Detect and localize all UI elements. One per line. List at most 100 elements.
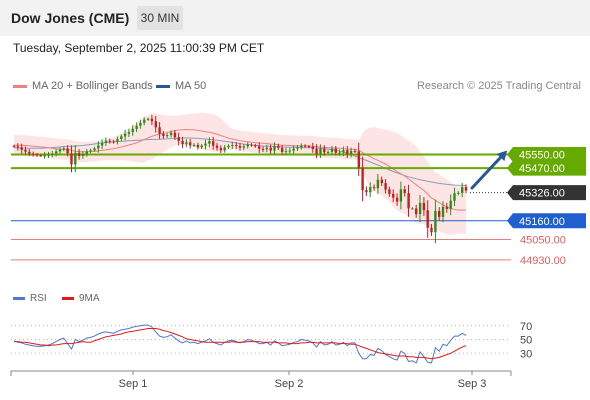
- candle-body: [223, 147, 226, 151]
- instrument-title: Dow Jones (CME): [11, 10, 130, 26]
- candle-body: [74, 152, 77, 165]
- candle-body: [281, 147, 284, 152]
- candle-body: [319, 148, 322, 154]
- candle-body: [403, 189, 406, 193]
- candle-body: [89, 150, 92, 152]
- candle-body: [100, 142, 104, 146]
- candle-body: [116, 139, 119, 142]
- candle-body: [399, 189, 403, 202]
- candle-body: [418, 202, 422, 215]
- candle-body: [77, 152, 81, 156]
- rsi-line: [13, 324, 467, 364]
- candle-body: [70, 153, 73, 165]
- candle-body: [296, 147, 299, 149]
- candle-body: [189, 142, 192, 146]
- candle-body: [108, 140, 111, 142]
- candle-body: [139, 122, 142, 126]
- price-tag: [507, 147, 586, 162]
- ma50-legend-label: MA 50: [175, 80, 207, 92]
- rsi-ma-swatch: [62, 296, 74, 300]
- candle-body: [357, 151, 360, 168]
- candle-body: [242, 146, 246, 148]
- candle-body: [254, 145, 257, 147]
- candle-body: [219, 147, 223, 151]
- candle-body: [395, 197, 399, 202]
- candle-body: [261, 148, 265, 150]
- candle-body: [28, 151, 31, 154]
- rsi-swatch: [13, 296, 25, 300]
- candle-body: [97, 145, 100, 149]
- candle-body: [445, 206, 449, 209]
- price-tag: [507, 185, 586, 201]
- candle-body: [292, 148, 295, 151]
- candle-body: [311, 146, 314, 149]
- candle-body: [43, 155, 46, 157]
- candle-body: [392, 193, 395, 198]
- rsi-tick-label: 30: [520, 348, 532, 360]
- ma20-legend-label: MA 20 + Bollinger Bands: [32, 80, 153, 92]
- candle-body: [212, 141, 215, 146]
- candle-body: [269, 147, 272, 151]
- candle-body: [24, 149, 27, 152]
- bollinger-band-layer: [14, 112, 466, 236]
- candle-body: [453, 193, 456, 201]
- candle-body: [204, 143, 207, 146]
- candle-body: [215, 145, 219, 148]
- x-tick-label: Sep 2: [275, 378, 304, 390]
- copyright-text: Research © 2025 Trading Central: [416, 80, 581, 92]
- candle-body: [158, 127, 161, 134]
- candle-body: [51, 153, 54, 155]
- bollinger-band: [14, 112, 466, 236]
- candle-body: [135, 125, 138, 129]
- price-tag-label: 45160.00: [519, 216, 565, 228]
- candle-body: [380, 179, 383, 184]
- candle-body: [81, 154, 85, 156]
- candle-body: [372, 187, 376, 189]
- rsi-legend-label: RSI: [30, 293, 47, 304]
- candle-body: [438, 210, 441, 217]
- candle-body: [422, 202, 426, 211]
- candle-body: [277, 145, 280, 148]
- candle-body: [112, 141, 115, 143]
- candle-body: [369, 187, 372, 193]
- candle-body: [162, 133, 165, 136]
- candle-body: [449, 200, 452, 209]
- price-tag-label: 45550.00: [519, 150, 565, 162]
- candle-body: [346, 150, 349, 155]
- candle-body: [196, 145, 200, 148]
- candle-body: [323, 148, 326, 153]
- candle-body: [315, 148, 318, 154]
- candle-body: [131, 128, 134, 132]
- candle-body: [288, 150, 291, 152]
- candle-body: [342, 150, 345, 153]
- ma50-swatch: [156, 84, 170, 88]
- candle-body: [388, 189, 391, 194]
- candle-body: [231, 145, 234, 146]
- candle-body: [104, 140, 108, 143]
- interval-badge[interactable]: 30 MIN: [137, 6, 183, 30]
- candle-body: [39, 155, 42, 157]
- legend-ma20: MA 20 + Bollinger Bands: [13, 80, 153, 92]
- price-label: 45050.00: [520, 235, 566, 247]
- candle-body: [361, 167, 364, 191]
- price-tag-label: 45326.00: [519, 188, 565, 200]
- candle-body: [384, 183, 387, 190]
- candle-body: [227, 145, 230, 148]
- candle-body: [169, 132, 173, 136]
- candle-body: [16, 146, 20, 148]
- candle-body: [200, 145, 203, 148]
- price-tag: [507, 213, 586, 229]
- candle-body: [273, 145, 276, 151]
- legend-rsi: RSI: [13, 293, 47, 304]
- candle-body: [177, 137, 180, 141]
- candle-body: [307, 146, 311, 148]
- candle-body: [120, 136, 123, 139]
- candle-body: [376, 179, 380, 189]
- x-tick-label: Sep 3: [458, 378, 487, 390]
- candle-body: [330, 148, 334, 152]
- rsi-tick-label: 70: [520, 321, 532, 333]
- legend-rsi-ma: 9MA: [62, 293, 100, 304]
- candle-body: [353, 150, 357, 152]
- candle-body: [461, 187, 464, 193]
